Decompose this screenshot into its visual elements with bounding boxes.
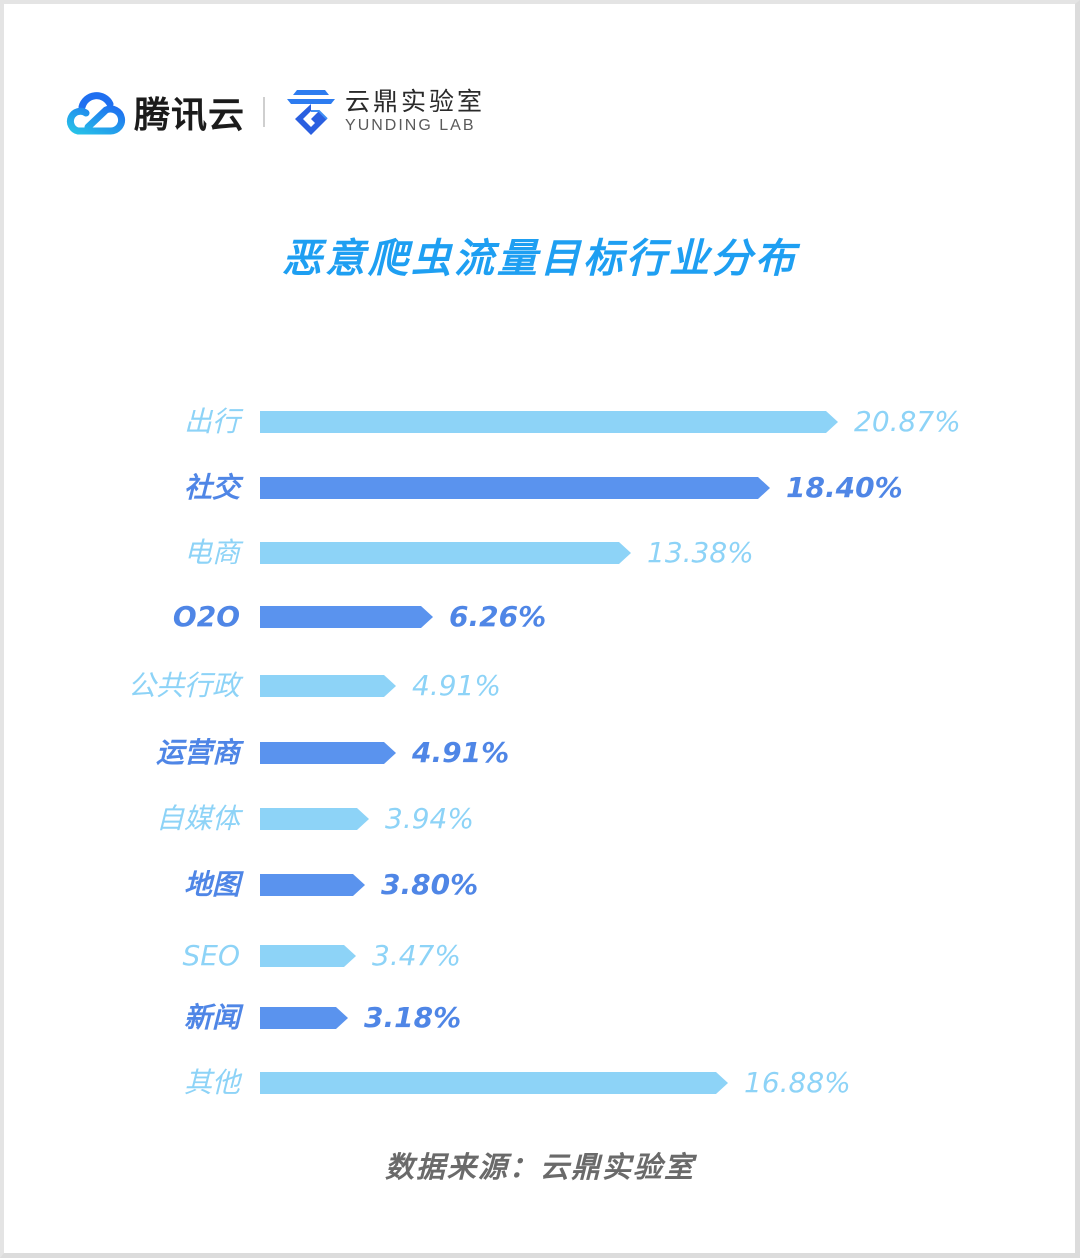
yunding-lab-logo: 云鼎实验室 YUNDING LAB — [283, 86, 485, 138]
bar-row: 电商 13.38% — [0, 533, 1080, 573]
data-source: 数据来源：云鼎实验室 — [384, 1150, 695, 1184]
value-label: 13.38% — [647, 536, 754, 569]
brand-name: 腾讯云 — [134, 95, 246, 136]
lab-name-en: YUNDING LAB — [345, 117, 476, 134]
value-label: 3.18% — [364, 1001, 462, 1034]
category-label: 运营商 — [155, 736, 240, 769]
value-label: 3.80% — [381, 868, 479, 901]
value-label: 6.26% — [449, 600, 547, 633]
category-label: 出行 — [183, 405, 240, 438]
value-label: 20.87% — [854, 405, 961, 438]
bar-row: 自媒体 3.94% — [0, 799, 1080, 839]
bar — [260, 606, 433, 628]
bar-row: 出行 20.87% — [0, 402, 1080, 442]
bar — [260, 808, 369, 830]
yunding-lab-logo-icon — [287, 90, 336, 135]
bar-row: 新闻 3.18% — [0, 998, 1080, 1038]
bar — [260, 675, 396, 697]
bar — [260, 1072, 728, 1094]
category-label: 社交 — [183, 471, 240, 504]
bar-row: 运营商 4.91% — [0, 733, 1080, 773]
header-logos: 腾讯云 云鼎实验室 YUNDING LAB — [60, 84, 485, 140]
value-label: 16.88% — [744, 1066, 851, 1099]
value-label: 3.94% — [385, 802, 474, 835]
chart-title: 恶意爬虫流量目标行业分布 — [282, 236, 798, 282]
bar — [260, 1007, 348, 1029]
value-label: 4.91% — [412, 736, 510, 769]
lab-name-cn: 云鼎实验室 — [345, 87, 486, 116]
category-label: 自媒体 — [155, 802, 240, 835]
value-label: 4.91% — [412, 669, 501, 702]
category-label: 其他 — [183, 1066, 240, 1099]
value-label: 3.47% — [372, 939, 461, 972]
tencent-cloud-logo-icon — [66, 92, 126, 135]
category-label: SEO — [182, 939, 240, 972]
bar-row: 公共行政 4.91% — [0, 666, 1080, 706]
category-label: 电商 — [183, 536, 240, 569]
bar — [260, 411, 838, 433]
category-label: 公共行政 — [127, 669, 240, 702]
value-label: 18.40% — [786, 471, 903, 504]
bar — [260, 874, 365, 896]
bar-row: 地图 3.80% — [0, 865, 1080, 905]
bar-row: 其他 16.88% — [0, 1063, 1080, 1103]
category-label: 新闻 — [183, 1001, 240, 1034]
bar-row: O2O 6.26% — [0, 597, 1080, 637]
bar — [260, 477, 770, 499]
bar-row: 社交 18.40% — [0, 468, 1080, 508]
bar — [260, 542, 631, 564]
bar — [260, 945, 356, 967]
tencent-cloud-logo: 腾讯云 — [60, 86, 245, 138]
bar-row: SEO 3.47% — [0, 936, 1080, 976]
bar — [260, 742, 396, 764]
category-label: 地图 — [183, 868, 240, 901]
category-label: O2O — [172, 600, 240, 633]
logo-divider — [263, 97, 266, 127]
